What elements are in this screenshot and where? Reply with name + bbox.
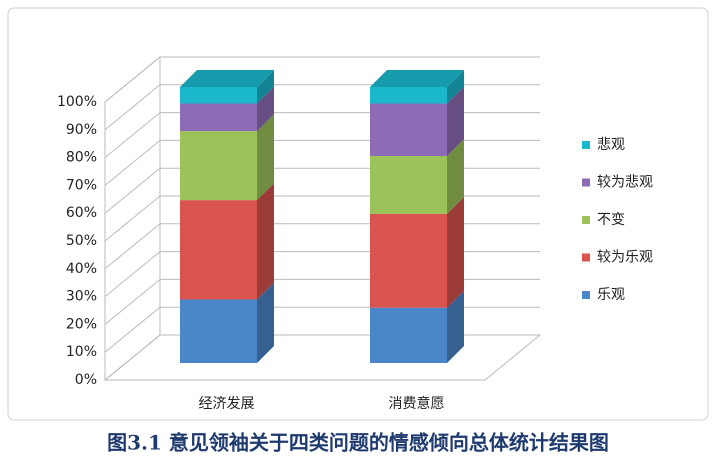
y-tick-label: 100% (57, 94, 97, 110)
bar-side (447, 70, 464, 104)
bar-side (257, 114, 274, 201)
bar-side (257, 70, 274, 104)
bar-front (370, 213, 447, 308)
legend-swatch (582, 253, 590, 262)
bar-segment (180, 282, 274, 363)
bar-segment (370, 196, 464, 308)
grid-line (104, 56, 540, 103)
legend-label: 较为乐观 (597, 250, 653, 266)
floor (103, 334, 542, 381)
legend-label: 较为悲观 (597, 174, 653, 191)
y-tick-label: 20% (66, 316, 97, 332)
y-tick-label: 60% (66, 205, 97, 221)
bar-side (447, 290, 464, 363)
legend-label: 乐观 (597, 287, 625, 303)
bar-front (370, 87, 447, 104)
bar-segment (180, 70, 274, 104)
bar-side (257, 282, 274, 363)
x-tick-label: 消费意愿 (389, 395, 445, 412)
bar-segment (370, 139, 464, 214)
bar-front (180, 87, 257, 104)
x-tick-label: 经济发展 (199, 396, 255, 412)
y-tick-label: 10% (66, 344, 97, 360)
y-tick-label: 0% (75, 372, 97, 388)
bar-segment (370, 290, 464, 363)
bar-front (370, 156, 447, 214)
bar-side (257, 86, 274, 132)
bar-segment (180, 86, 274, 132)
legend-label: 不变 (597, 212, 625, 228)
legend-label: 悲观 (597, 136, 625, 153)
bar-front (180, 103, 257, 132)
bar-front (180, 299, 257, 363)
bar-front (370, 307, 447, 363)
bar-segment (370, 70, 464, 104)
bar-segment (180, 183, 274, 300)
bar-front (180, 200, 257, 300)
legend-swatch (582, 141, 590, 149)
bar-side (447, 139, 464, 214)
legend-swatch (582, 178, 590, 187)
y-tick-label: 70% (66, 177, 97, 193)
y-tick-label: 40% (66, 261, 97, 277)
bar-front (180, 131, 257, 201)
y-tick-label: 50% (66, 233, 97, 249)
bar-top (370, 70, 464, 87)
bar-top (180, 70, 274, 87)
y-tick-label: 80% (66, 150, 97, 166)
bar-side (447, 196, 464, 308)
legend-swatch (582, 291, 590, 299)
bar-side (447, 86, 464, 156)
legend-swatch (582, 216, 590, 224)
y-tick-label: 30% (66, 289, 97, 305)
bar-segment (370, 86, 464, 156)
y-tick-label: 90% (66, 122, 97, 138)
bar-side (257, 183, 274, 300)
chart-title: 图3.1 意见领袖关于四类问题的情感倾向总体统计结果图 (107, 431, 609, 455)
bar-segment (180, 114, 274, 201)
bar-front (370, 103, 447, 156)
